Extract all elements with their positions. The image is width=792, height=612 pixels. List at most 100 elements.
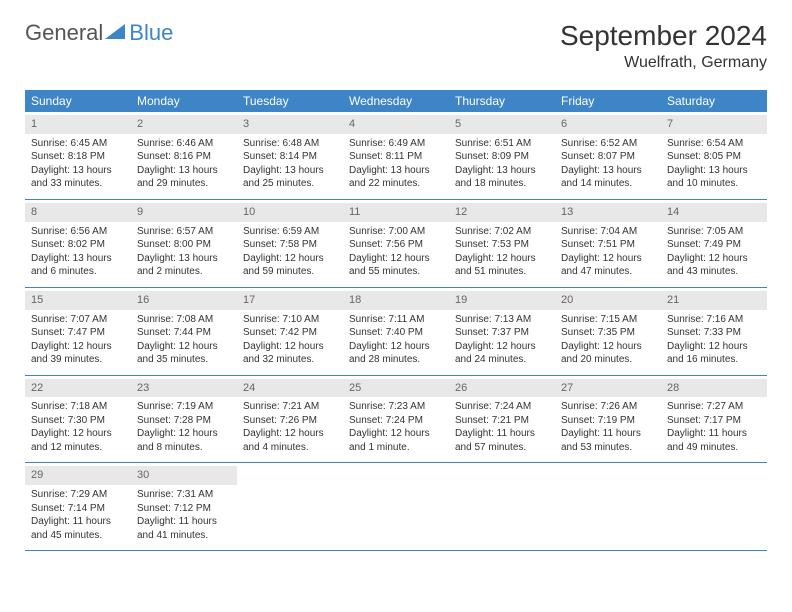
- day-number: 22: [25, 379, 131, 398]
- day-sunset: Sunset: 8:05 PM: [667, 150, 761, 164]
- logo-text-general: General: [25, 20, 103, 46]
- day-number: 5: [449, 115, 555, 134]
- day-cell: 3Sunrise: 6:48 AMSunset: 8:14 PMDaylight…: [237, 112, 343, 199]
- day-cell: [343, 463, 449, 550]
- day-daylight2: and 20 minutes.: [561, 353, 655, 367]
- day-number: 2: [131, 115, 237, 134]
- day-daylight1: Daylight: 12 hours: [243, 340, 337, 354]
- day-sunrise: Sunrise: 7:24 AM: [455, 400, 549, 414]
- logo: General Blue: [25, 20, 173, 46]
- day-number: 14: [661, 203, 767, 222]
- calendar: Sunday Monday Tuesday Wednesday Thursday…: [25, 90, 767, 551]
- day-cell: 19Sunrise: 7:13 AMSunset: 7:37 PMDayligh…: [449, 288, 555, 375]
- day-sunrise: Sunrise: 6:51 AM: [455, 137, 549, 151]
- day-daylight1: Daylight: 11 hours: [31, 515, 125, 529]
- day-number: 1: [25, 115, 131, 134]
- day-sunrise: Sunrise: 7:05 AM: [667, 225, 761, 239]
- day-cell: 17Sunrise: 7:10 AMSunset: 7:42 PMDayligh…: [237, 288, 343, 375]
- day-daylight1: Daylight: 12 hours: [349, 340, 443, 354]
- day-number: 26: [449, 379, 555, 398]
- day-daylight1: Daylight: 12 hours: [561, 252, 655, 266]
- day-daylight2: and 4 minutes.: [243, 441, 337, 455]
- day-daylight1: Daylight: 12 hours: [137, 427, 231, 441]
- day-cell: 14Sunrise: 7:05 AMSunset: 7:49 PMDayligh…: [661, 200, 767, 287]
- day-daylight2: and 16 minutes.: [667, 353, 761, 367]
- weekday-header: Monday: [131, 90, 237, 112]
- day-daylight2: and 41 minutes.: [137, 529, 231, 543]
- day-daylight2: and 22 minutes.: [349, 177, 443, 191]
- day-cell: 7Sunrise: 6:54 AMSunset: 8:05 PMDaylight…: [661, 112, 767, 199]
- day-number: 17: [237, 291, 343, 310]
- day-daylight1: Daylight: 12 hours: [243, 252, 337, 266]
- day-daylight2: and 53 minutes.: [561, 441, 655, 455]
- location-label: Wuelfrath, Germany: [560, 54, 767, 72]
- day-number: 15: [25, 291, 131, 310]
- day-cell: [449, 463, 555, 550]
- day-sunrise: Sunrise: 7:21 AM: [243, 400, 337, 414]
- day-daylight2: and 24 minutes.: [455, 353, 549, 367]
- day-cell: 15Sunrise: 7:07 AMSunset: 7:47 PMDayligh…: [25, 288, 131, 375]
- day-sunrise: Sunrise: 7:29 AM: [31, 488, 125, 502]
- day-sunset: Sunset: 8:00 PM: [137, 238, 231, 252]
- day-daylight2: and 25 minutes.: [243, 177, 337, 191]
- day-cell: [237, 463, 343, 550]
- day-number: 12: [449, 203, 555, 222]
- logo-triangle-icon: [105, 22, 127, 45]
- day-sunset: Sunset: 8:09 PM: [455, 150, 549, 164]
- day-number: 7: [661, 115, 767, 134]
- day-number: 10: [237, 203, 343, 222]
- day-sunset: Sunset: 7:40 PM: [349, 326, 443, 340]
- day-daylight2: and 33 minutes.: [31, 177, 125, 191]
- day-cell: 5Sunrise: 6:51 AMSunset: 8:09 PMDaylight…: [449, 112, 555, 199]
- day-sunset: Sunset: 7:37 PM: [455, 326, 549, 340]
- day-sunset: Sunset: 7:51 PM: [561, 238, 655, 252]
- day-daylight1: Daylight: 12 hours: [349, 252, 443, 266]
- day-daylight2: and 39 minutes.: [31, 353, 125, 367]
- weekday-header: Thursday: [449, 90, 555, 112]
- day-cell: [661, 463, 767, 550]
- day-cell: 1Sunrise: 6:45 AMSunset: 8:18 PMDaylight…: [25, 112, 131, 199]
- day-sunset: Sunset: 7:28 PM: [137, 414, 231, 428]
- day-sunset: Sunset: 7:30 PM: [31, 414, 125, 428]
- weekday-header: Saturday: [661, 90, 767, 112]
- day-number: 16: [131, 291, 237, 310]
- week-row: 22Sunrise: 7:18 AMSunset: 7:30 PMDayligh…: [25, 376, 767, 464]
- day-daylight2: and 51 minutes.: [455, 265, 549, 279]
- day-sunrise: Sunrise: 6:49 AM: [349, 137, 443, 151]
- day-daylight1: Daylight: 12 hours: [349, 427, 443, 441]
- day-daylight1: Daylight: 11 hours: [137, 515, 231, 529]
- day-daylight2: and 59 minutes.: [243, 265, 337, 279]
- day-cell: 20Sunrise: 7:15 AMSunset: 7:35 PMDayligh…: [555, 288, 661, 375]
- day-sunset: Sunset: 7:21 PM: [455, 414, 549, 428]
- day-sunset: Sunset: 7:26 PM: [243, 414, 337, 428]
- day-sunrise: Sunrise: 6:57 AM: [137, 225, 231, 239]
- day-cell: 9Sunrise: 6:57 AMSunset: 8:00 PMDaylight…: [131, 200, 237, 287]
- day-sunrise: Sunrise: 7:11 AM: [349, 313, 443, 327]
- day-sunset: Sunset: 7:19 PM: [561, 414, 655, 428]
- day-number: [237, 466, 343, 485]
- day-sunset: Sunset: 8:16 PM: [137, 150, 231, 164]
- day-sunset: Sunset: 8:02 PM: [31, 238, 125, 252]
- day-number: 25: [343, 379, 449, 398]
- day-sunset: Sunset: 7:42 PM: [243, 326, 337, 340]
- day-sunrise: Sunrise: 7:19 AM: [137, 400, 231, 414]
- day-daylight1: Daylight: 11 hours: [561, 427, 655, 441]
- day-sunset: Sunset: 8:14 PM: [243, 150, 337, 164]
- day-sunrise: Sunrise: 7:04 AM: [561, 225, 655, 239]
- day-cell: 12Sunrise: 7:02 AMSunset: 7:53 PMDayligh…: [449, 200, 555, 287]
- day-cell: 27Sunrise: 7:26 AMSunset: 7:19 PMDayligh…: [555, 376, 661, 463]
- day-daylight1: Daylight: 11 hours: [667, 427, 761, 441]
- day-daylight2: and 29 minutes.: [137, 177, 231, 191]
- day-sunset: Sunset: 7:47 PM: [31, 326, 125, 340]
- day-daylight1: Daylight: 12 hours: [243, 427, 337, 441]
- day-daylight1: Daylight: 13 hours: [137, 252, 231, 266]
- day-sunset: Sunset: 7:44 PM: [137, 326, 231, 340]
- day-sunrise: Sunrise: 7:00 AM: [349, 225, 443, 239]
- day-daylight2: and 49 minutes.: [667, 441, 761, 455]
- day-daylight1: Daylight: 12 hours: [137, 340, 231, 354]
- week-row: 29Sunrise: 7:29 AMSunset: 7:14 PMDayligh…: [25, 463, 767, 551]
- day-sunrise: Sunrise: 7:31 AM: [137, 488, 231, 502]
- day-sunset: Sunset: 7:24 PM: [349, 414, 443, 428]
- day-number: [449, 466, 555, 485]
- day-daylight1: Daylight: 13 hours: [561, 164, 655, 178]
